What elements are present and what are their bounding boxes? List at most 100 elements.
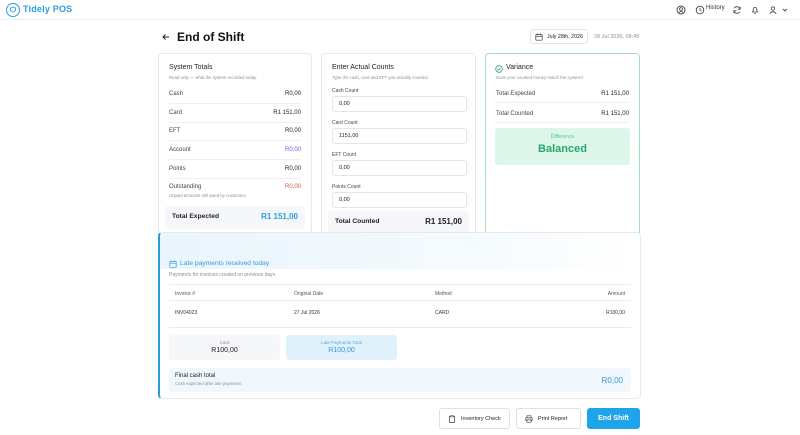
points-count-input[interactable] bbox=[332, 192, 467, 208]
points-count-label: Points Count bbox=[332, 184, 361, 190]
payment-amount: R100,00 bbox=[606, 310, 625, 316]
print-report-button[interactable]: Print Report bbox=[516, 408, 581, 429]
print-report-label: Print Report bbox=[538, 416, 568, 422]
app-brand-name: Tidely POS bbox=[23, 4, 73, 14]
system-row-value: R0,00 bbox=[284, 91, 301, 97]
system-row-label: Outstanding bbox=[169, 184, 202, 190]
system-row-value: R1 151,00 bbox=[273, 110, 301, 116]
calendar-icon bbox=[169, 260, 177, 268]
shift-timestamp: 28 Jul 2026, 09:45 bbox=[594, 34, 640, 40]
final-cash-label: Final cash total bbox=[175, 373, 216, 379]
date-value: July 28th, 2026 bbox=[547, 34, 583, 40]
column-header: Original Date bbox=[294, 291, 324, 297]
outstanding-note: Unpaid amounts still owed by customers bbox=[169, 193, 246, 198]
row-divider bbox=[496, 102, 629, 103]
difference-box: Difference Balanced bbox=[495, 128, 630, 165]
calendar-icon bbox=[535, 33, 543, 41]
refresh-icon[interactable] bbox=[732, 5, 742, 15]
system-row-label: Card bbox=[169, 110, 183, 116]
system-totals-subtitle: Read-only — what the system recorded tod… bbox=[169, 75, 258, 80]
bell-icon[interactable] bbox=[750, 5, 760, 15]
eft-count-label: EFT Count bbox=[332, 152, 357, 158]
variance-row-value: R1 151,00 bbox=[601, 111, 629, 117]
card-count-input[interactable] bbox=[332, 128, 467, 144]
back-arrow-icon[interactable] bbox=[161, 32, 171, 42]
variance-row-label: Total Counted bbox=[496, 111, 534, 117]
end-shift-button[interactable]: End Shift bbox=[587, 408, 640, 429]
table-divider bbox=[169, 300, 631, 301]
card-count-label: Card Count bbox=[332, 120, 358, 126]
variance-subtitle: Does your counted money match the system… bbox=[496, 75, 584, 80]
late-payments-subtitle: Payments for invoices created on previou… bbox=[169, 272, 276, 278]
late-payments-total-stat: Late Payments Total R100,00 bbox=[286, 335, 397, 360]
stat-label: Late Payments Total bbox=[321, 340, 362, 345]
table-divider bbox=[169, 327, 631, 328]
final-cash-value: R0,00 bbox=[601, 376, 623, 385]
card-stat: Card R100,00 bbox=[169, 335, 280, 360]
printer-icon bbox=[525, 415, 533, 423]
variance-title: Variance bbox=[506, 64, 534, 71]
history-link[interactable]: History bbox=[706, 5, 725, 11]
system-row-label: Account bbox=[169, 147, 191, 153]
column-header: Method bbox=[435, 291, 452, 297]
row-divider bbox=[169, 140, 301, 141]
brand-logo-icon bbox=[6, 3, 20, 17]
user-icon[interactable] bbox=[768, 5, 778, 15]
end-shift-label: End Shift bbox=[598, 415, 629, 422]
page-title: End of Shift bbox=[177, 30, 245, 44]
column-header: Amount bbox=[607, 291, 625, 297]
actual-counts-subtitle: Type the cash, card and EFT you actually… bbox=[332, 75, 429, 80]
cash-count-input[interactable] bbox=[332, 96, 467, 112]
total-counted-box: Total Counted R1 151,00 bbox=[328, 211, 469, 234]
row-divider bbox=[169, 103, 301, 104]
actual-counts-card: Enter Actual Counts Type the cash, card … bbox=[321, 53, 476, 240]
system-row-value: R0,00 bbox=[284, 184, 301, 190]
system-totals-card: System Totals Read-only — what the syste… bbox=[158, 53, 312, 240]
system-row-value: R0,00 bbox=[284, 128, 301, 134]
cash-count-label: Cash Count bbox=[332, 88, 359, 94]
system-row-label: Cash bbox=[169, 91, 184, 97]
check-circle-icon bbox=[495, 65, 503, 73]
total-expected-box: Total Expected R1 151,00 bbox=[165, 206, 305, 229]
difference-label: Difference bbox=[550, 134, 575, 140]
chevron-down-icon[interactable] bbox=[780, 5, 790, 15]
system-row-label: Points bbox=[169, 166, 186, 172]
total-counted-label: Total Counted bbox=[335, 218, 380, 225]
actual-counts-title: Enter Actual Counts bbox=[332, 64, 394, 71]
variance-row-label: Total Expected bbox=[496, 91, 536, 97]
late-payments-title: Late payments received today bbox=[180, 260, 270, 267]
top-bar: Tidely POS History bbox=[0, 0, 800, 20]
balance-status: Balanced bbox=[538, 143, 587, 155]
date-picker[interactable]: July 28th, 2026 bbox=[530, 29, 588, 44]
invoice-number: INV04023 bbox=[175, 310, 198, 316]
account-circle-icon[interactable] bbox=[676, 5, 686, 15]
clipboard-icon bbox=[448, 415, 456, 423]
inventory-check-label: Inventory Check bbox=[461, 416, 501, 422]
stat-label: Card bbox=[219, 340, 230, 345]
total-expected-label: Total Expected bbox=[172, 213, 220, 220]
variance-card: Variance Does your counted money match t… bbox=[485, 53, 640, 240]
original-date: 27 Jul 2026 bbox=[294, 310, 320, 316]
eft-count-input[interactable] bbox=[332, 160, 467, 176]
final-cash-subtitle: Cash expected after late payments bbox=[175, 381, 242, 386]
late-payments-card: Late payments received today Payments fo… bbox=[158, 232, 641, 399]
table-divider bbox=[169, 284, 631, 285]
total-counted-value: R1 151,00 bbox=[425, 217, 462, 226]
inventory-check-button[interactable]: Inventory Check bbox=[439, 408, 510, 429]
stat-value: R100,00 bbox=[328, 347, 355, 354]
system-row-value: R0,00 bbox=[284, 166, 301, 172]
stat-value: R100,00 bbox=[211, 347, 238, 354]
final-cash-total-box: Final cash total Cash expected after lat… bbox=[169, 368, 631, 392]
system-row-value: R0,00 bbox=[284, 147, 301, 153]
row-divider bbox=[496, 122, 629, 123]
system-row-label: EFT bbox=[169, 128, 181, 134]
total-expected-value: R1 151,00 bbox=[261, 212, 298, 221]
history-clock-icon[interactable] bbox=[695, 5, 705, 15]
system-totals-title: System Totals bbox=[169, 64, 213, 71]
variance-row-value: R1 151,00 bbox=[601, 91, 629, 97]
late-payments-header bbox=[160, 233, 640, 269]
row-divider bbox=[169, 159, 301, 160]
row-divider bbox=[169, 178, 301, 179]
payment-method: CARD bbox=[435, 310, 450, 316]
row-divider bbox=[169, 122, 301, 123]
